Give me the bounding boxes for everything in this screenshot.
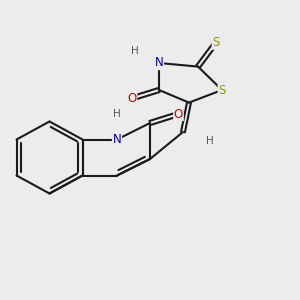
Text: H: H [206, 136, 214, 146]
Text: H: H [131, 46, 139, 56]
Text: N: N [154, 56, 164, 70]
Text: S: S [212, 36, 220, 49]
Text: O: O [174, 107, 183, 121]
Text: S: S [218, 83, 226, 97]
Text: H: H [113, 109, 121, 119]
Text: N: N [112, 133, 122, 146]
Text: O: O [128, 92, 136, 105]
